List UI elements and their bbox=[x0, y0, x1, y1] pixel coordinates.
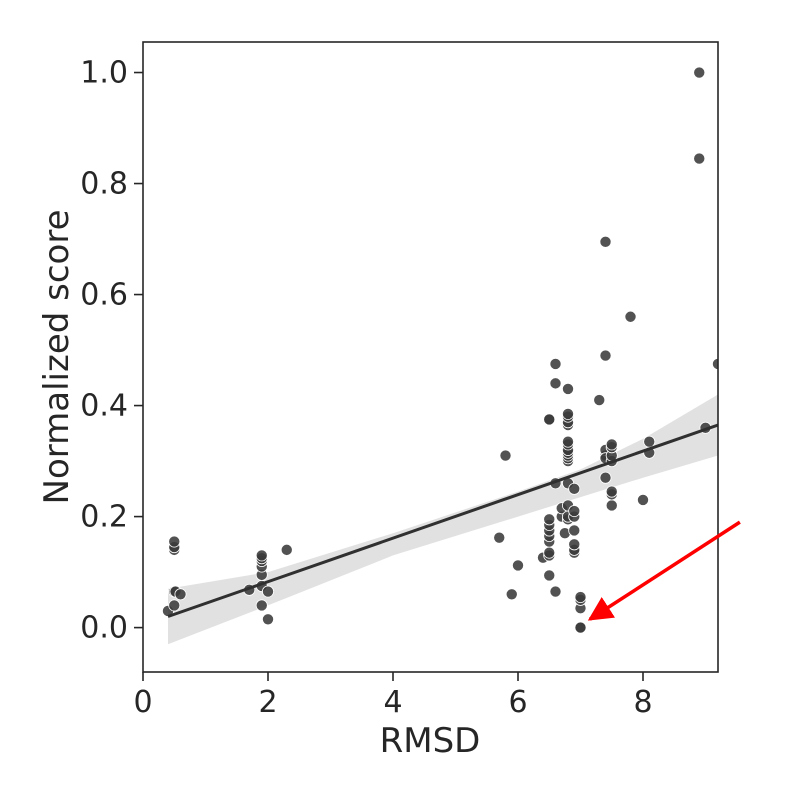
data-point bbox=[574, 621, 587, 634]
data-point bbox=[549, 377, 562, 390]
data-point bbox=[693, 66, 706, 79]
data-point bbox=[261, 585, 274, 598]
y-tick-label: 0.2 bbox=[80, 500, 128, 535]
data-point bbox=[562, 382, 575, 395]
data-point bbox=[255, 599, 268, 612]
data-point bbox=[261, 613, 274, 626]
data-point bbox=[693, 152, 706, 165]
regression-line bbox=[167, 423, 718, 618]
data-point bbox=[543, 569, 556, 582]
x-tick-label: 4 bbox=[383, 685, 402, 720]
data-point bbox=[543, 546, 556, 559]
data-point bbox=[562, 435, 575, 448]
data-point bbox=[605, 499, 618, 512]
data-point bbox=[712, 357, 718, 370]
data-point bbox=[599, 349, 612, 362]
data-point bbox=[568, 505, 581, 518]
data-point bbox=[280, 543, 293, 556]
data-point bbox=[174, 588, 187, 601]
x-axis-label: RMSD bbox=[380, 721, 481, 761]
data-point bbox=[168, 599, 181, 612]
annotation-arrow bbox=[587, 520, 741, 621]
x-tick-label: 6 bbox=[508, 685, 527, 720]
data-point bbox=[493, 531, 506, 544]
data-point bbox=[512, 559, 525, 572]
x-tick-label: 2 bbox=[258, 685, 277, 720]
data-point bbox=[574, 591, 587, 604]
y-tick-label: 1.0 bbox=[80, 56, 128, 91]
data-point bbox=[599, 471, 612, 484]
plot-area bbox=[161, 66, 718, 645]
data-point bbox=[637, 493, 650, 506]
data-point bbox=[549, 585, 562, 598]
data-point bbox=[505, 588, 518, 601]
data-point bbox=[599, 235, 612, 248]
data-point bbox=[605, 485, 618, 498]
data-point bbox=[593, 394, 606, 407]
data-point bbox=[499, 449, 512, 462]
data-point bbox=[168, 535, 181, 548]
y-axis-ticks: 0.0 0.2 0.4 0.6 0.8 1.0 bbox=[80, 56, 143, 646]
data-point bbox=[643, 435, 656, 448]
data-point bbox=[255, 549, 268, 562]
y-tick-label: 0.8 bbox=[80, 167, 128, 202]
data-point bbox=[549, 357, 562, 370]
x-axis-ticks: 0 2 4 6 8 bbox=[133, 672, 653, 720]
data-point bbox=[562, 407, 575, 420]
y-tick-label: 0.6 bbox=[80, 278, 128, 313]
y-axis-label: Normalized score bbox=[37, 210, 77, 505]
data-point bbox=[568, 482, 581, 495]
x-tick-label: 0 bbox=[133, 685, 152, 720]
data-point bbox=[624, 310, 637, 323]
data-point bbox=[568, 538, 581, 551]
y-tick-label: 0.4 bbox=[80, 389, 128, 424]
x-tick-label: 8 bbox=[633, 685, 652, 720]
data-point bbox=[605, 438, 618, 451]
data-point bbox=[543, 513, 556, 526]
scatter-points bbox=[161, 66, 718, 634]
plot-frame bbox=[142, 41, 719, 673]
data-point bbox=[543, 413, 556, 426]
y-tick-label: 0.0 bbox=[80, 611, 128, 646]
data-point bbox=[568, 524, 581, 537]
